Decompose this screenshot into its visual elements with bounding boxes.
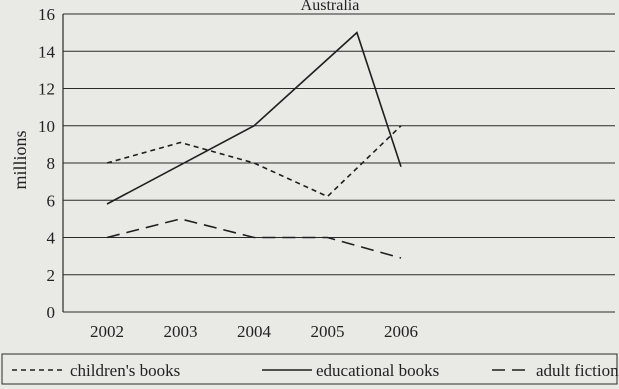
series-line-adult-fiction	[106, 218, 402, 259]
y-tick-label: 8	[47, 154, 56, 173]
series-line-children-s-books	[106, 125, 402, 198]
y-tick-label: 4	[47, 229, 56, 248]
chart-title: Australia	[301, 0, 360, 14]
legend-box	[1, 353, 618, 385]
x-tick-label: 2006	[384, 322, 418, 341]
y-tick-label: 10	[38, 117, 55, 136]
y-tick-label: 14	[38, 42, 56, 61]
y-tick-label: 2	[47, 266, 56, 285]
legend: children's books educational books adult f…	[1, 353, 619, 385]
axes: 0 2 4 6 8 10 12 14 16 2002 2003 2004 2005 2006	[38, 5, 418, 341]
legend-label: educational books	[316, 361, 439, 380]
x-tick-label: 2004	[237, 322, 272, 341]
y-tick-label: 16	[38, 5, 55, 24]
x-tick-label: 2003	[164, 322, 198, 341]
x-tick-label: 2002	[90, 322, 124, 341]
y-tick-label: 6	[47, 191, 56, 210]
gridlines	[63, 13, 615, 313]
y-tick-label: 12	[38, 80, 55, 99]
series-line-educational-books	[106, 31, 402, 205]
series-lines	[106, 31, 402, 259]
legend-label: adult fiction	[536, 361, 619, 380]
y-tick-label: 0	[47, 303, 56, 322]
y-axis-title: millions	[10, 130, 30, 189]
x-tick-label: 2005	[311, 322, 345, 341]
legend-label: children's books	[70, 361, 180, 380]
